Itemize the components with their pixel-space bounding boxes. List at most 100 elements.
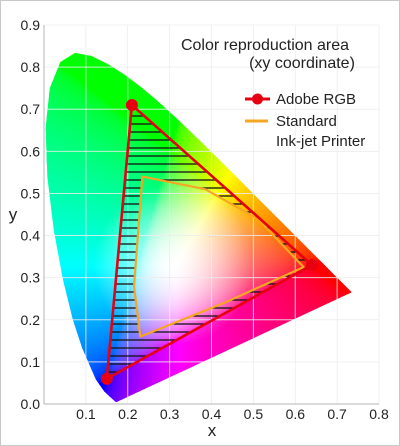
locus-color-cell: [121, 95, 125, 99]
locus-color-cell: [81, 133, 85, 137]
locus-color-cell: [91, 265, 95, 269]
locus-color-cell: [61, 234, 65, 238]
locus-color-cell: [116, 386, 120, 390]
locus-color-cell: [126, 123, 130, 127]
locus-color-cell: [91, 52, 95, 54]
locus-color-cell: [61, 161, 65, 165]
locus-color-cell: [94, 48, 97, 51]
locus-color-cell: [59, 373, 63, 377]
locus-color-cell: [81, 247, 85, 251]
locus-color-cell: [121, 62, 125, 66]
locus-color-cell: [111, 128, 115, 132]
locus-color-cell: [81, 237, 85, 241]
locus-color-cell: [86, 131, 90, 135]
locus-color-cell: [89, 257, 93, 261]
locus-color-cell: [106, 391, 110, 395]
locus-color-cell: [79, 252, 83, 256]
locus-color-cell: [96, 366, 100, 370]
locus-color-cell: [69, 48, 72, 51]
locus-color-cell: [89, 48, 92, 51]
locus-color-cell: [81, 376, 85, 380]
locus-color-cell: [111, 75, 115, 79]
locus-color-cell: [56, 376, 60, 380]
locus-color-cell: [107, 45, 110, 48]
locus-color-cell: [89, 358, 93, 362]
locus-color-cell: [79, 174, 83, 178]
locus-color-cell: [51, 174, 55, 178]
locus-color-cell: [64, 45, 67, 48]
locus-color-cell: [56, 204, 60, 208]
locus-color-cell: [69, 386, 73, 390]
locus-color-cell: [94, 285, 98, 289]
locus-color-cell: [109, 105, 113, 109]
locus-color-cell: [46, 325, 50, 329]
locus-color-cell: [111, 179, 115, 183]
locus-color-cell: [91, 368, 95, 372]
locus-color-cell: [66, 136, 70, 140]
locus-color-cell: [104, 164, 108, 168]
locus-color-cell: [54, 270, 58, 274]
locus-color-cell: [54, 345, 58, 349]
locus-color-cell: [129, 88, 133, 92]
locus-color-cell: [51, 108, 55, 112]
locus-color-cell: [76, 201, 80, 205]
locus-color-cell: [116, 73, 120, 77]
locus-color-cell: [69, 396, 73, 400]
locus-color-cell: [66, 201, 70, 205]
locus-color-cell: [79, 356, 83, 360]
locus-color-cell: [46, 148, 50, 152]
locus-color-cell: [104, 325, 108, 329]
locus-color-cell: [74, 184, 78, 188]
locus-color-cell: [89, 290, 93, 294]
locus-color-cell: [101, 201, 105, 205]
locus-color-cell: [69, 68, 73, 72]
locus-color-cell: [131, 371, 135, 375]
locus-color-cell: [66, 265, 70, 269]
locus-color-cell: [79, 199, 83, 203]
locus-color-cell: [129, 366, 133, 370]
locus-color-cell: [69, 121, 73, 125]
locus-color-cell: [54, 378, 58, 382]
locus-color-cell: [61, 133, 65, 137]
locus-color-cell: [81, 80, 85, 84]
locus-color-cell: [61, 196, 65, 200]
locus-color-cell: [56, 371, 60, 375]
locus-color-cell: [71, 285, 75, 289]
locus-color-cell: [89, 70, 93, 74]
locus-color-cell: [71, 108, 75, 112]
locus-color-cell: [91, 90, 95, 94]
locus-color-cell: [124, 95, 128, 99]
locus-color-cell: [46, 206, 50, 210]
locus-color-cell: [129, 376, 133, 380]
locus-color-cell: [94, 158, 98, 162]
locus-color-cell: [124, 62, 128, 66]
locus-color-cell: [61, 68, 65, 72]
locus-color-cell: [109, 95, 113, 99]
locus-color-cell: [56, 313, 60, 317]
locus-color-cell: [69, 249, 73, 253]
locus-color-cell: [71, 128, 75, 132]
locus-color-cell: [94, 201, 98, 205]
locus-color-cell: [106, 199, 110, 203]
locus-color-cell: [54, 68, 58, 72]
locus-color-cell: [64, 302, 68, 306]
locus-color-cell: [106, 343, 110, 347]
locus-color-cell: [106, 57, 110, 61]
locus-color-cell: [129, 73, 133, 77]
locus-color-cell: [51, 143, 55, 147]
locus-color-cell: [61, 209, 65, 213]
locus-color-cell: [114, 391, 118, 395]
locus-color-cell: [54, 320, 58, 324]
locus-color-cell: [46, 141, 50, 145]
locus-color-cell: [86, 260, 90, 264]
locus-color-cell: [119, 93, 123, 97]
locus-color-cell: [76, 126, 80, 130]
locus-color-cell: [64, 186, 68, 190]
locus-color-cell: [51, 201, 55, 205]
locus-color-cell: [114, 138, 118, 142]
locus-color-cell: [109, 90, 113, 94]
locus-color-cell: [69, 186, 73, 190]
locus-color-cell: [89, 166, 93, 170]
locus-color-cell: [71, 287, 75, 291]
locus-color-cell: [46, 386, 50, 390]
